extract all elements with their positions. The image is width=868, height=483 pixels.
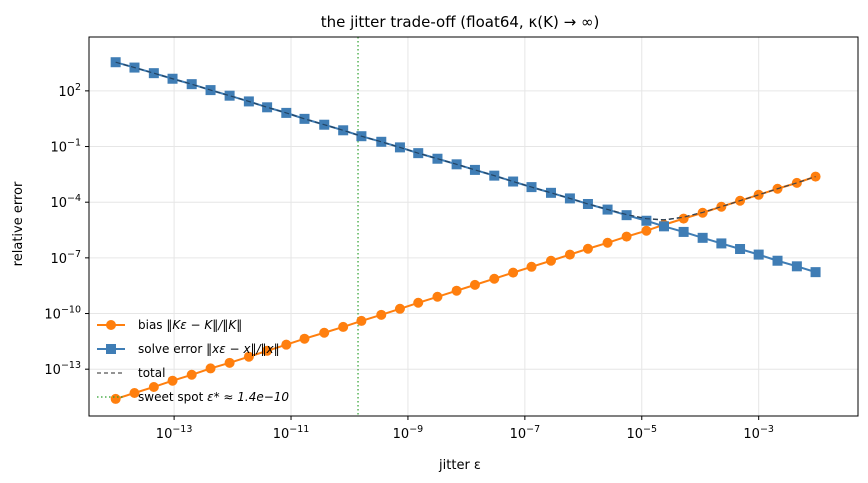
legend-marker (106, 320, 116, 330)
x-tick-label: 10−9 (393, 424, 424, 442)
solve-error-point (338, 125, 349, 136)
solve-error-point (469, 164, 480, 175)
bias-point (319, 327, 330, 338)
bias-point (526, 261, 537, 272)
bias-point (678, 213, 689, 224)
x-tick-label: 10−11 (273, 424, 310, 442)
bias-point (299, 333, 310, 344)
y-tick-label: 10−1 (50, 138, 81, 156)
solve-error-point (753, 249, 764, 260)
bias-point (338, 321, 349, 332)
legend-label: total (138, 366, 165, 380)
bias-point (716, 201, 727, 212)
bias-point (582, 243, 593, 254)
solve-error-point (641, 215, 652, 226)
bias-point (621, 231, 632, 242)
solve-error-point (186, 79, 197, 90)
bias-point (129, 388, 140, 399)
legend: bias ‖Kε − K‖/‖K‖ solve error ‖xε − x‖/‖x… (97, 318, 289, 404)
solve-error-point (791, 261, 802, 272)
bias-point (564, 249, 575, 260)
legend-entry: solve error ‖xε − x‖/‖x‖ (97, 342, 280, 356)
y-tick-label: 10−7 (50, 249, 81, 267)
legend-entry: total (97, 366, 165, 380)
bias-point (545, 255, 556, 266)
y-tick-label: 10−13 (44, 360, 81, 378)
bias-point (602, 237, 613, 248)
y-axis-ticks: 10−13 10−10 10−7 10−4 10−1 102 (44, 82, 89, 378)
legend-entry: bias ‖Kε − K‖/‖K‖ (97, 318, 242, 332)
bias-point (451, 285, 462, 296)
legend-label: solve error ‖xε − x‖/‖x‖ (138, 342, 280, 356)
x-tick-label: 10−13 (156, 424, 193, 442)
y-tick-label: 102 (58, 82, 81, 100)
solve-error-point (148, 68, 159, 79)
solve-error-point (262, 102, 273, 113)
bias-point (281, 339, 292, 350)
bias-point (224, 357, 235, 368)
bias-point (791, 177, 802, 188)
x-axis-ticks: 10−13 10−11 10−9 10−7 10−5 10−3 (156, 416, 774, 442)
solve-error-point (716, 238, 727, 249)
bias-point (186, 369, 197, 380)
legend-label: sweet spot ε* ≈ 1.4e−10 (138, 390, 289, 404)
solve-error-point (545, 187, 556, 198)
solve-error-point (658, 221, 669, 232)
solve-error-point (772, 255, 783, 266)
legend-entry: sweet spot ε* ≈ 1.4e−10 (97, 390, 289, 404)
solve-error-point (697, 232, 708, 243)
bias-point (413, 297, 424, 308)
legend-marker (106, 344, 116, 354)
bias-point (469, 279, 480, 290)
bias-point (262, 345, 273, 356)
x-tick-label: 10−7 (510, 424, 541, 442)
bias-point (243, 351, 254, 362)
bias-point (432, 291, 443, 302)
bias-point (110, 393, 121, 404)
bias-point (394, 303, 405, 314)
bias-point (167, 375, 178, 386)
axes-frame (88, 36, 859, 417)
y-tick-label: 10−4 (50, 193, 81, 211)
total-line-overlay (115, 61, 816, 221)
grid (89, 37, 858, 416)
solve-error-point (582, 198, 593, 209)
plot-area (110, 37, 821, 416)
bias-point (356, 315, 367, 326)
solve-error-point (299, 113, 310, 124)
solve-error-point (376, 136, 387, 147)
solve-error-point (810, 267, 821, 278)
y-tick-label: 10−10 (44, 305, 81, 323)
solve-error-point (224, 90, 235, 101)
bias-point (148, 381, 159, 392)
x-tick-label: 10−3 (743, 424, 774, 442)
solve-error-point (508, 176, 519, 187)
bias-point (641, 225, 652, 236)
solve-error-point (735, 244, 746, 255)
bias-point (508, 267, 519, 278)
x-tick-label: 10−5 (626, 424, 657, 442)
bias-point (753, 189, 764, 200)
solve-error-point (678, 226, 689, 237)
bias-point (489, 273, 500, 284)
chart-title: the jitter trade-off (float64, κ(K) → ∞) (321, 13, 600, 31)
x-axis-label: jitter ε (438, 458, 481, 473)
y-axis-label: relative error (11, 181, 26, 266)
bias-point (376, 309, 387, 320)
legend-label: bias ‖Kε − K‖/‖K‖ (138, 318, 242, 332)
bias-point (205, 363, 216, 374)
solve-error-point (621, 210, 632, 221)
